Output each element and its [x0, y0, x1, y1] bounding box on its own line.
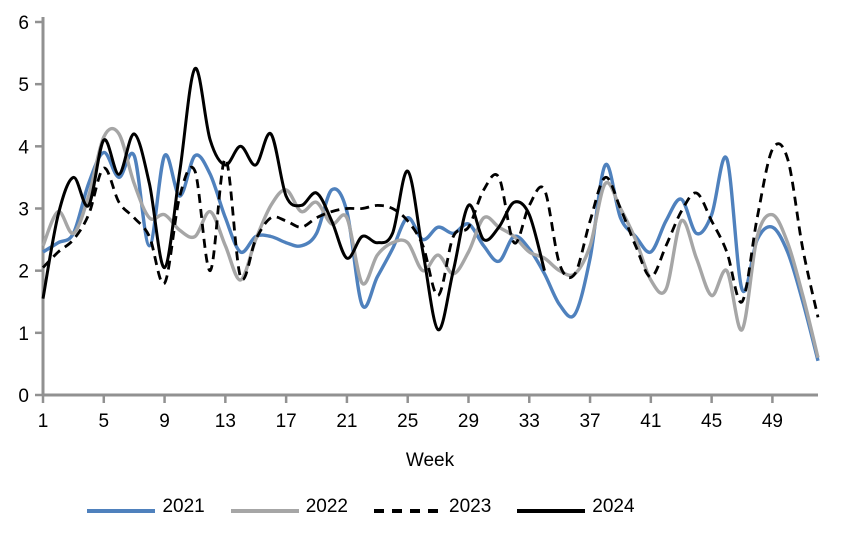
series-lines — [41, 67, 820, 362]
x-tick-label: 45 — [701, 411, 722, 432]
legend-item-2024: 2024 — [517, 495, 635, 517]
series-line-2021 — [42, 150, 820, 362]
legend-item-2023: 2023 — [374, 497, 491, 516]
x-tick-label: 21 — [336, 411, 357, 432]
y-tick-label: 0 — [18, 386, 29, 407]
series-line-2023 — [41, 142, 820, 318]
x-axis-title: Week — [406, 450, 455, 471]
legend-label-2021: 2021 — [162, 495, 205, 517]
legend-item-2022: 2022 — [230, 495, 348, 517]
x-tick-label: 13 — [215, 411, 236, 432]
x-tick-label: 29 — [458, 411, 479, 432]
x-tick-label: 49 — [762, 411, 783, 432]
chart-legend: 2021 2022 2023 2024 — [0, 491, 852, 521]
x-tick-label: 33 — [519, 411, 540, 432]
legend-label-2022: 2022 — [305, 495, 348, 517]
legend-swatch-2024 — [517, 502, 586, 513]
y-tick-label: 1 — [18, 324, 29, 345]
legend-swatch-2022 — [230, 502, 299, 513]
x-tick-label: 25 — [397, 411, 418, 432]
x-tick-label: 1 — [38, 411, 49, 432]
axes — [35, 17, 818, 403]
y-tick-label: 4 — [18, 137, 29, 158]
y-tick-label: 6 — [18, 13, 29, 34]
x-tick-label: 41 — [640, 411, 661, 432]
legend-label-2024: 2024 — [592, 495, 635, 517]
series-line-2024 — [41, 67, 546, 332]
legend-label-2023: 2023 — [449, 495, 492, 517]
x-tick-label: 17 — [276, 411, 297, 432]
x-tick-label: 5 — [98, 411, 109, 432]
x-tick-label: 37 — [579, 411, 600, 432]
y-tick-label: 5 — [18, 75, 29, 96]
legend-swatch-2021 — [87, 502, 156, 513]
x-tick-label: 9 — [159, 411, 170, 432]
y-tick-label: 2 — [18, 262, 29, 283]
y-tick-label: 3 — [18, 200, 29, 221]
legend-item-2021: 2021 — [87, 495, 205, 517]
legend-swatch-2023 — [374, 502, 442, 513]
